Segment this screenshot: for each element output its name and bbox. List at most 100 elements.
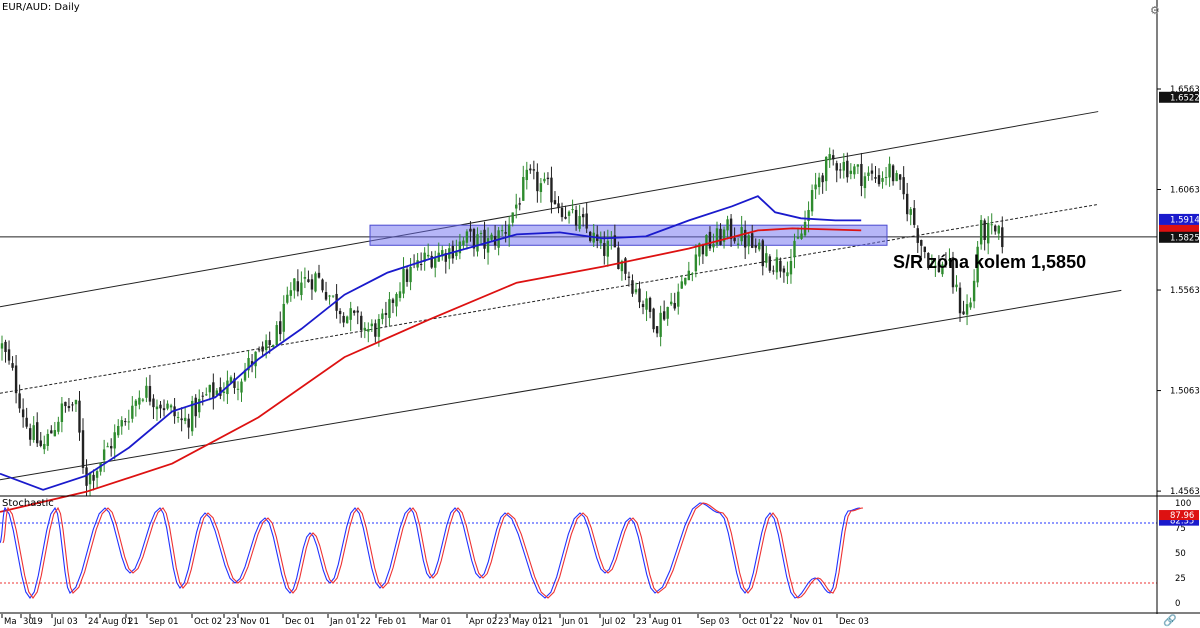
candle	[183, 407, 187, 425]
candle	[761, 238, 764, 276]
x-tick-label: Dec 03	[839, 617, 869, 627]
candle	[14, 354, 18, 404]
candle-body	[941, 264, 944, 275]
candle-body	[462, 240, 465, 246]
candle	[726, 215, 729, 240]
candle	[39, 432, 42, 448]
candle-body	[536, 171, 539, 192]
candle	[786, 261, 789, 285]
candle	[807, 201, 810, 233]
candle	[881, 171, 884, 189]
candle-body	[300, 282, 303, 296]
x-tick-label: 23	[498, 617, 509, 627]
candle-body	[279, 321, 282, 335]
candle	[673, 292, 676, 311]
ma-red-line	[0, 227, 862, 513]
candle-body	[909, 209, 912, 215]
candle	[208, 384, 212, 401]
candle	[314, 271, 317, 293]
candle-body	[951, 257, 955, 288]
candle-body	[832, 155, 835, 160]
candle-body	[78, 400, 81, 433]
candle-body	[342, 315, 345, 323]
candle	[426, 243, 430, 259]
candle	[349, 301, 352, 332]
candle	[345, 315, 349, 324]
candle-body	[927, 253, 930, 269]
candle-body	[166, 403, 169, 409]
x-tick-label: 21	[542, 617, 553, 627]
x-tick-label: 30	[23, 617, 34, 627]
candle	[212, 373, 215, 410]
candle	[155, 399, 159, 421]
candle-body	[430, 255, 433, 268]
candle	[127, 409, 130, 430]
price-label: 1.59147	[1170, 215, 1200, 225]
candle	[78, 390, 81, 441]
candle-body	[800, 233, 803, 239]
candle	[877, 168, 881, 187]
candle	[539, 178, 543, 203]
candle	[60, 396, 64, 433]
candle	[951, 251, 955, 294]
candle	[574, 205, 578, 231]
candle	[613, 224, 617, 248]
candle	[391, 297, 395, 314]
candle-body	[789, 260, 793, 275]
candle	[747, 232, 750, 255]
candle	[462, 236, 465, 250]
candle-body	[775, 257, 779, 273]
candle-body	[546, 177, 550, 180]
candle	[268, 331, 271, 354]
stoch-y-tick-label: 25	[1175, 574, 1186, 584]
candle-body	[768, 256, 772, 271]
candle-body	[828, 154, 831, 161]
candle	[853, 163, 856, 179]
candle-body	[1001, 227, 1004, 248]
candle	[134, 398, 138, 417]
candle	[32, 416, 35, 443]
candle-body	[772, 270, 775, 272]
candle	[363, 322, 366, 339]
candle	[835, 160, 838, 183]
candle	[708, 226, 712, 251]
gear-icon[interactable]: ⚙	[1150, 4, 1160, 17]
candle-body	[986, 222, 990, 244]
candle	[300, 271, 303, 301]
candle-body	[282, 303, 285, 332]
candle	[328, 294, 331, 305]
price-label-bg	[1159, 231, 1199, 243]
candle	[53, 421, 57, 437]
x-tick-label: 22	[360, 617, 371, 627]
candle	[916, 225, 919, 253]
candle-body	[902, 177, 905, 195]
candle-body	[874, 177, 877, 179]
candle-body	[36, 422, 39, 444]
candle-body	[684, 277, 687, 285]
candle-body	[937, 263, 941, 272]
link-icon[interactable]: 🔗	[1163, 614, 1177, 627]
candle-body	[856, 164, 860, 167]
candle	[842, 153, 845, 179]
candle	[307, 270, 310, 283]
candle-body	[796, 237, 800, 239]
candle-body	[296, 281, 300, 292]
candle	[617, 241, 620, 270]
candle-body	[233, 378, 236, 388]
candle	[828, 147, 831, 168]
candle-body	[574, 209, 578, 226]
x-tick-label: Oct 02	[194, 617, 222, 627]
candle	[560, 202, 564, 222]
candle-body	[356, 310, 359, 313]
candle	[863, 172, 867, 199]
candle	[321, 278, 324, 293]
candle-body	[374, 323, 377, 337]
candle	[754, 238, 757, 253]
candle	[131, 396, 134, 423]
candle-body	[310, 279, 314, 290]
candle-body	[680, 281, 683, 289]
candle	[955, 275, 958, 292]
candle-body	[243, 369, 247, 381]
stoch-y-tick-label: 50	[1175, 549, 1186, 559]
candle	[796, 227, 800, 240]
